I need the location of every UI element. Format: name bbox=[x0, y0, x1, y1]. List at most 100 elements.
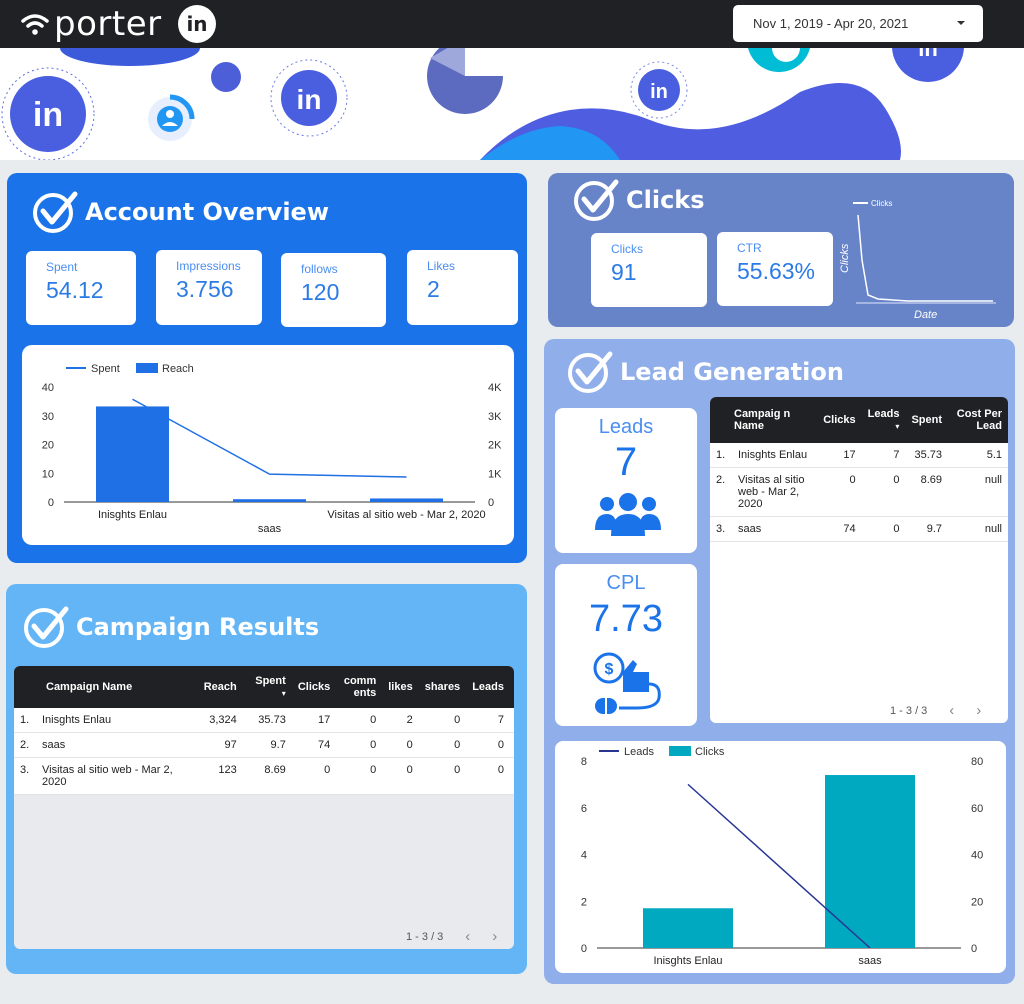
row-likes: 2 bbox=[382, 708, 419, 733]
row-clicks: 74 bbox=[291, 732, 337, 758]
y-left-tick-label: 30 bbox=[42, 411, 54, 423]
people-group-icon bbox=[595, 493, 661, 536]
next-page-icon[interactable]: › bbox=[976, 702, 982, 719]
leads-card: Leads 7 bbox=[555, 408, 697, 553]
lead-generation-table: Campaig n Name Clicks Leads ▾ Spent Cost… bbox=[710, 397, 1008, 542]
table-row: 3. saas 74 0 9.7 null bbox=[710, 516, 1008, 542]
spent-reach-chart-card: Spent Reach 0 10 20 30 40 0 1K 2K 3K 4K Inisghts Enl… bbox=[22, 345, 514, 545]
row-clicks: 17 bbox=[291, 708, 337, 733]
row-leads: 7 bbox=[466, 708, 514, 733]
y-left-tick-label: 20 bbox=[42, 440, 54, 452]
previous-page-icon[interactable]: ‹ bbox=[949, 702, 955, 719]
chevron-down-icon bbox=[957, 21, 965, 25]
checkmark-icon bbox=[568, 351, 613, 393]
row-campaign-name: saas bbox=[732, 516, 818, 542]
banner-linkedin-text: in bbox=[918, 48, 938, 61]
row-campaign-name: Visitas al sitio web - Mar 2, 2020 bbox=[36, 757, 198, 795]
y-right-tick-label: 1K bbox=[488, 468, 502, 480]
kpi-clicks: Clicks 91 bbox=[591, 233, 707, 307]
previous-page-icon[interactable]: ‹ bbox=[465, 928, 471, 945]
y-right-tick-label: 80 bbox=[971, 756, 983, 768]
column-header-shares[interactable]: shares bbox=[418, 666, 467, 708]
kpi-follows: follows 120 bbox=[281, 253, 386, 327]
clicks-title: Clicks bbox=[626, 186, 705, 214]
date-range-picker[interactable]: Nov 1, 2019 - Apr 20, 2021 bbox=[733, 5, 983, 42]
bar-reach bbox=[96, 406, 169, 502]
y-right-tick-label: 4K bbox=[488, 382, 502, 394]
row-campaign-name: Inisghts Enlau bbox=[732, 443, 818, 468]
column-header-leads[interactable]: Leads ▾ bbox=[861, 397, 906, 443]
campaign-table-card: Campaign Name Reach Spent ▾ Clicks comm … bbox=[14, 666, 514, 949]
pager-range: 1 - 3 / 3 bbox=[890, 704, 928, 717]
legend-bar-label: Reach bbox=[162, 363, 194, 375]
y-right-tick-label: 60 bbox=[971, 803, 983, 815]
row-leads: 0 bbox=[466, 732, 514, 758]
kpi-impressions: Impressions 3.756 bbox=[156, 250, 262, 325]
account-overview-panel: Account Overview Spent 54.12 Impressions… bbox=[7, 173, 527, 563]
column-header-leads[interactable]: Leads bbox=[466, 666, 514, 708]
row-campaign-name: saas bbox=[36, 732, 198, 758]
column-header-campaign-name[interactable]: Campaign Name bbox=[14, 666, 198, 708]
row-likes: 0 bbox=[382, 757, 419, 795]
row-clicks: 74 bbox=[817, 516, 862, 542]
banner-linkedin-text: in bbox=[297, 84, 322, 115]
kpi-ctr: CTR 55.63% bbox=[717, 232, 833, 306]
row-spent: 8.69 bbox=[242, 757, 292, 795]
line-leads bbox=[687, 783, 871, 949]
page-title: Account Overview bbox=[85, 198, 329, 226]
cpl-label: CPL bbox=[606, 572, 646, 594]
row-comments: 0 bbox=[336, 732, 383, 758]
kpi-value: 3.756 bbox=[176, 276, 234, 302]
banner-linkedin-text: in bbox=[33, 96, 63, 134]
clicks-panel: Clicks Clicks 91 CTR 55.63% Clicks Click… bbox=[548, 173, 1014, 327]
table-row: 1. Inisghts Enlau 17 7 35.73 5.1 bbox=[710, 443, 1008, 468]
pager-range: 1 - 3 / 3 bbox=[406, 930, 444, 943]
row-spent: 8.69 bbox=[905, 467, 948, 517]
row-leads: 0 bbox=[861, 467, 906, 517]
column-header-cost-per-lead[interactable]: Cost Per Lead bbox=[948, 397, 1008, 443]
row-clicks: 17 bbox=[817, 443, 862, 468]
spent-reach-chart: Spent Reach 0 10 20 30 40 0 1K 2K 3K 4K Inisghts Enl… bbox=[42, 363, 502, 535]
y-right-tick-label: 3K bbox=[488, 411, 502, 423]
checkmark-icon bbox=[33, 191, 78, 233]
sparkline-line bbox=[857, 214, 993, 302]
column-header-campaign-name[interactable]: Campaig n Name bbox=[710, 397, 818, 443]
sparkline-legend-label: Clicks bbox=[871, 199, 892, 208]
kpi-label: follows bbox=[301, 262, 338, 276]
row-cost-per-lead: null bbox=[948, 467, 1008, 517]
column-header-comments[interactable]: comm ents bbox=[336, 666, 383, 708]
x-tick-label: saas bbox=[258, 523, 282, 535]
leads-header-label: Leads bbox=[867, 408, 900, 420]
row-index: 3. bbox=[710, 516, 732, 542]
row-leads: 7 bbox=[861, 443, 906, 468]
column-header-spent[interactable]: Spent ▾ bbox=[242, 666, 292, 708]
lead-table-pager: 1 - 3 / 3 ‹ › bbox=[890, 702, 981, 719]
cpl-value: 7.73 bbox=[589, 598, 663, 640]
column-header-clicks[interactable]: Clicks bbox=[291, 666, 337, 708]
leads-clicks-chart-card: Leads Clicks 0 2 4 6 8 0 20 40 60 80 Inisghts Enlau s… bbox=[555, 741, 1006, 973]
row-shares: 0 bbox=[418, 708, 467, 733]
legend-bar-swatch bbox=[136, 363, 158, 373]
row-reach: 3,324 bbox=[197, 708, 243, 733]
row-likes: 0 bbox=[382, 732, 419, 758]
x-tick-label: Inisghts Enlau bbox=[653, 955, 722, 967]
y-left-tick-label: 0 bbox=[581, 943, 587, 955]
kpi-label: Likes bbox=[427, 259, 456, 273]
column-header-clicks[interactable]: Clicks bbox=[817, 397, 862, 443]
y-right-tick-label: 40 bbox=[971, 850, 983, 862]
column-header-likes[interactable]: likes bbox=[382, 666, 419, 708]
y-left-tick-label: 4 bbox=[581, 850, 587, 862]
lead-generation-heading: Lead Generation bbox=[566, 349, 844, 395]
row-reach: 97 bbox=[197, 732, 243, 758]
row-spent: 35.73 bbox=[242, 708, 292, 733]
column-header-reach[interactable]: Reach bbox=[197, 666, 243, 708]
legend-bar-label: Clicks bbox=[695, 746, 725, 758]
table-row: 1. Inisghts Enlau 3,324 35.73 17 0 2 0 7 bbox=[14, 708, 514, 733]
next-page-icon[interactable]: › bbox=[492, 928, 498, 945]
kpi-value: 91 bbox=[611, 259, 637, 285]
y-left-tick-label: 0 bbox=[48, 497, 54, 509]
column-header-spent[interactable]: Spent bbox=[905, 397, 948, 443]
row-spent: 9.7 bbox=[905, 516, 948, 542]
sparkline-x-label: Date bbox=[914, 309, 937, 321]
